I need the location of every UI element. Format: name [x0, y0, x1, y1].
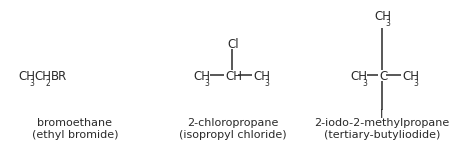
Text: I: I	[380, 108, 384, 121]
Text: CH: CH	[226, 70, 242, 83]
Text: 3: 3	[362, 79, 367, 88]
Text: bromoethane: bromoethane	[37, 118, 112, 128]
Text: 2: 2	[46, 79, 50, 88]
Text: C: C	[379, 70, 387, 83]
Text: CH: CH	[402, 70, 419, 83]
Text: 2-iodo-2-methylpropane: 2-iodo-2-methylpropane	[315, 118, 450, 128]
Text: Cl: Cl	[228, 38, 240, 51]
Text: CH: CH	[374, 10, 391, 23]
Text: CH: CH	[350, 70, 368, 83]
Text: 3: 3	[205, 79, 209, 88]
Text: 3: 3	[29, 79, 34, 88]
Text: 3: 3	[265, 79, 269, 88]
Text: (tertiary-butyliodide): (tertiary-butyliodide)	[324, 130, 440, 140]
Text: CH: CH	[253, 70, 270, 83]
Text: CH: CH	[18, 70, 35, 83]
Text: BR: BR	[50, 70, 67, 83]
Text: 2-chloropropane: 2-chloropropane	[187, 118, 279, 128]
Text: 3: 3	[413, 79, 418, 88]
Text: (ethyl bromide): (ethyl bromide)	[32, 130, 118, 140]
Text: CH: CH	[34, 70, 51, 83]
Text: 3: 3	[386, 19, 391, 28]
Text: (isopropyl chloride): (isopropyl chloride)	[179, 130, 287, 140]
Text: CH: CH	[193, 70, 210, 83]
